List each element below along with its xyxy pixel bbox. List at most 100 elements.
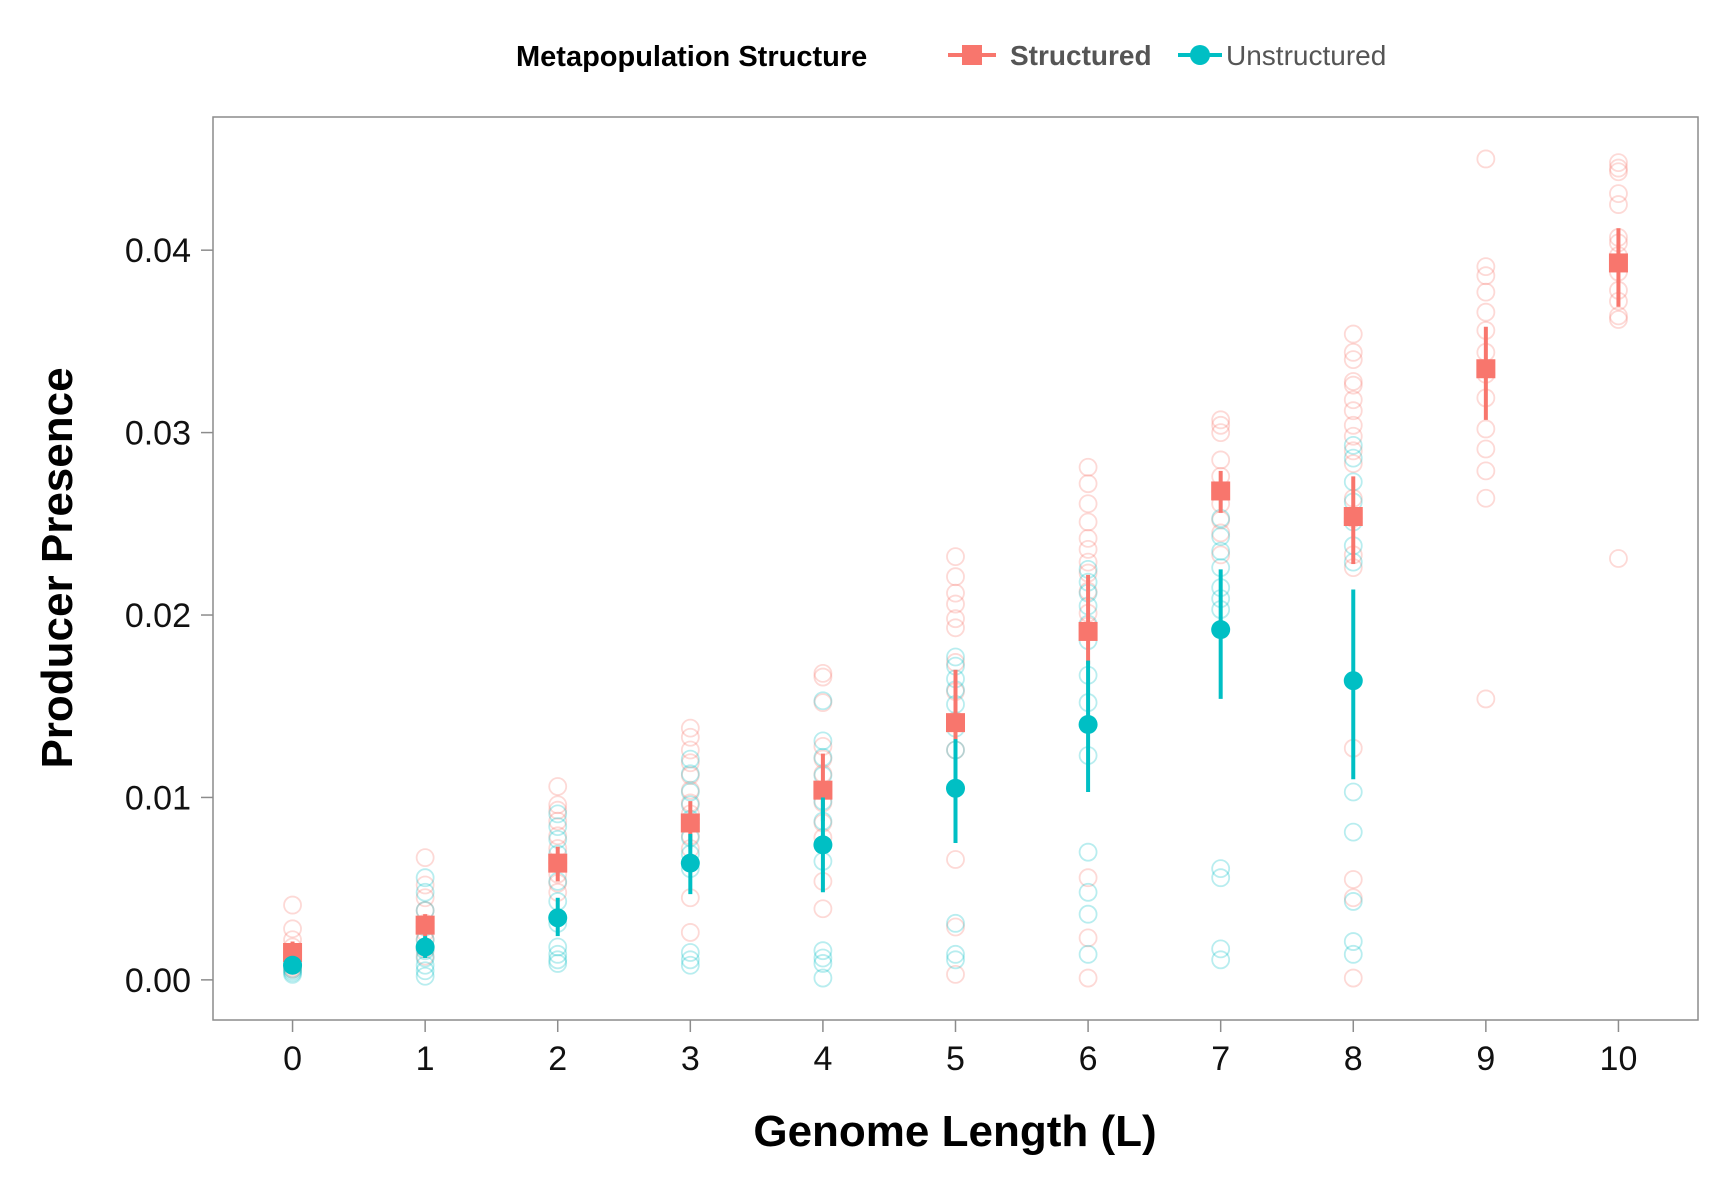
replicate-point-structured bbox=[1343, 426, 1363, 446]
legend-structured-label: Structured bbox=[1010, 40, 1152, 71]
replicate-point-structured bbox=[1343, 401, 1363, 421]
mean-point-unstructured bbox=[548, 908, 568, 928]
replicate-point-structured bbox=[1211, 415, 1231, 435]
replicate-point-unstructured bbox=[415, 868, 435, 888]
replicate-point-structured bbox=[1476, 689, 1496, 709]
replicate-points bbox=[283, 149, 1628, 988]
replicate-point-unstructured bbox=[946, 913, 965, 933]
replicate-point-structured bbox=[813, 899, 833, 919]
mean-point-unstructured bbox=[813, 835, 833, 855]
replicate-point-unstructured bbox=[548, 954, 568, 973]
replicate-point-unstructured bbox=[415, 882, 435, 902]
replicate-point-unstructured bbox=[946, 950, 965, 970]
legend-unstructured-label: Unstructured bbox=[1226, 40, 1386, 71]
replicate-point-structured bbox=[1343, 415, 1363, 435]
replicate-point-unstructured bbox=[1078, 944, 1098, 964]
replicate-point-structured bbox=[1343, 350, 1363, 370]
replicate-point-structured bbox=[415, 848, 435, 868]
replicate-point-structured bbox=[1211, 545, 1231, 565]
y-tick-label: 0.01 bbox=[125, 779, 191, 817]
replicate-point-structured bbox=[1343, 968, 1363, 988]
replicate-point-structured bbox=[1343, 870, 1363, 889]
replicate-point-structured bbox=[1343, 441, 1363, 461]
replicate-point-structured bbox=[415, 888, 435, 908]
mean-point-structured bbox=[1078, 621, 1098, 641]
replicate-point-unstructured bbox=[1211, 541, 1231, 561]
summary-points bbox=[283, 228, 1628, 975]
replicate-point-structured bbox=[1609, 195, 1628, 214]
replicate-point-unstructured bbox=[1343, 932, 1363, 951]
replicate-point-unstructured bbox=[1211, 939, 1231, 959]
replicate-point-structured bbox=[1476, 282, 1496, 302]
replicate-point-unstructured bbox=[1078, 882, 1098, 902]
replicate-point-unstructured bbox=[813, 941, 833, 961]
replicate-point-unstructured bbox=[1211, 868, 1231, 888]
replicate-point-structured bbox=[1211, 450, 1231, 470]
replicate-point-unstructured bbox=[813, 948, 833, 968]
replicate-point-structured bbox=[680, 766, 700, 785]
x-tick-label: 9 bbox=[1476, 1040, 1495, 1078]
replicate-point-unstructured bbox=[1343, 782, 1363, 802]
replicate-point-structured bbox=[680, 923, 700, 942]
replicate-point-structured bbox=[1609, 306, 1628, 326]
replicate-point-structured bbox=[548, 811, 568, 831]
replicate-point-structured bbox=[1609, 162, 1628, 182]
replicate-point-unstructured bbox=[1078, 904, 1098, 924]
replicate-point-unstructured bbox=[680, 955, 700, 975]
replicate-point-unstructured bbox=[548, 804, 568, 824]
replicate-point-structured bbox=[1211, 523, 1231, 543]
replicate-point-structured bbox=[680, 780, 700, 800]
mean-point-structured bbox=[946, 713, 965, 733]
replicate-point-unstructured bbox=[813, 954, 833, 973]
y-tick-label: 0.00 bbox=[125, 962, 191, 1000]
replicate-point-unstructured bbox=[1211, 859, 1231, 878]
replicate-point-structured bbox=[946, 594, 965, 614]
replicate-point-unstructured bbox=[813, 691, 833, 711]
replicate-point-structured bbox=[1078, 968, 1098, 988]
replicate-point-structured bbox=[1476, 302, 1496, 322]
replicate-point-structured bbox=[1476, 488, 1496, 508]
replicate-point-structured bbox=[1078, 539, 1098, 559]
replicate-point-structured bbox=[1609, 310, 1628, 329]
replicate-point-structured bbox=[813, 667, 833, 687]
replicate-point-unstructured bbox=[813, 968, 833, 988]
replicate-point-unstructured bbox=[1343, 448, 1363, 468]
mean-point-structured bbox=[1343, 507, 1363, 527]
replicate-point-unstructured bbox=[680, 782, 700, 802]
x-tick-label: 3 bbox=[681, 1040, 700, 1078]
x-axis: 0 1 2 3 4 5 6 7 8 9 10 bbox=[283, 1020, 1637, 1078]
y-tick-label: 0.03 bbox=[125, 415, 191, 453]
mean-point-unstructured bbox=[415, 937, 435, 957]
replicate-point-structured bbox=[1211, 423, 1231, 442]
x-tick-label: 4 bbox=[813, 1040, 832, 1078]
replicate-point-structured bbox=[1476, 461, 1496, 481]
replicate-point-unstructured bbox=[1343, 944, 1363, 964]
y-tick-label: 0.04 bbox=[125, 232, 191, 270]
replicate-point-structured bbox=[548, 795, 568, 815]
legend-item-structured: Structured bbox=[948, 40, 1152, 71]
legend-unstructured-marker bbox=[1190, 45, 1210, 65]
replicate-point-unstructured bbox=[680, 943, 700, 962]
x-tick-label: 6 bbox=[1079, 1040, 1098, 1078]
legend-item-unstructured: Unstructured bbox=[1178, 40, 1386, 71]
replicate-point-structured bbox=[680, 753, 700, 773]
replicate-point-unstructured bbox=[1343, 435, 1363, 455]
replicate-point-structured bbox=[1078, 928, 1098, 948]
replicate-point-structured bbox=[1343, 324, 1363, 344]
x-tick-label: 8 bbox=[1344, 1040, 1363, 1078]
x-tick-label: 10 bbox=[1600, 1040, 1638, 1078]
replicate-point-structured bbox=[548, 777, 568, 796]
replicate-point-structured bbox=[680, 727, 700, 747]
replicate-point-structured bbox=[548, 800, 568, 820]
mean-point-unstructured bbox=[1078, 714, 1098, 734]
replicate-point-unstructured bbox=[548, 950, 568, 970]
x-axis-title: Genome Length (L) bbox=[753, 1107, 1156, 1156]
replicate-point-unstructured bbox=[946, 647, 965, 667]
y-tick-label: 0.02 bbox=[125, 597, 191, 635]
legend-structured-marker bbox=[962, 45, 982, 65]
replicate-point-structured bbox=[813, 693, 833, 712]
x-tick-label: 5 bbox=[946, 1040, 965, 1078]
replicate-point-structured bbox=[1343, 342, 1363, 362]
replicate-point-structured bbox=[415, 875, 435, 895]
